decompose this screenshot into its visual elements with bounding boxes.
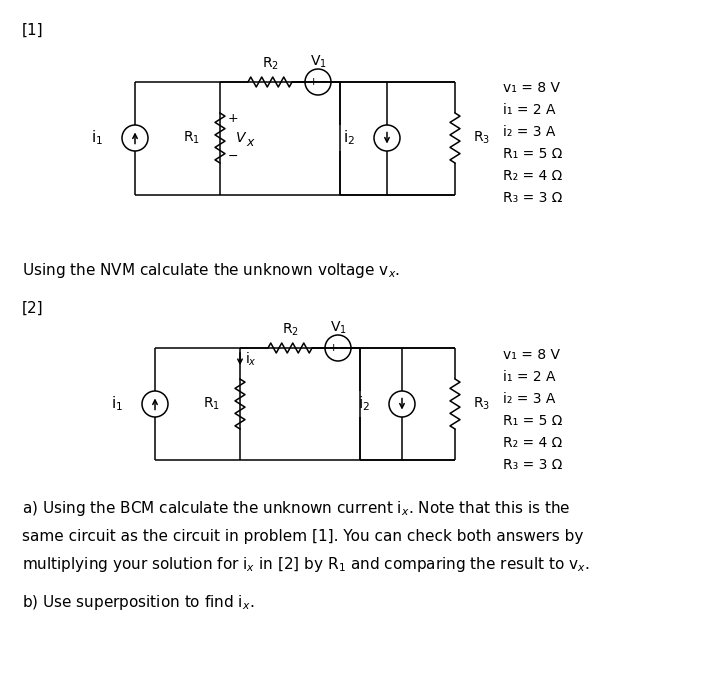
Text: i₂ = 3 A: i₂ = 3 A <box>503 392 555 406</box>
Text: −: − <box>319 77 329 87</box>
Text: i₂ = 3 A: i₂ = 3 A <box>503 125 555 139</box>
Text: R$_3$: R$_3$ <box>473 130 490 147</box>
Text: R$_1$: R$_1$ <box>184 130 201 147</box>
Text: same circuit as the circuit in problem [1]. You can check both answers by: same circuit as the circuit in problem [… <box>22 528 584 544</box>
Text: i$_x$: i$_x$ <box>245 350 257 367</box>
Text: i₁ = 2 A: i₁ = 2 A <box>503 370 555 384</box>
Text: +: + <box>228 111 239 125</box>
Text: Using the NVM calculate the unknown voltage v$_x$.: Using the NVM calculate the unknown volt… <box>22 261 400 279</box>
Text: R₃ = 3 Ω: R₃ = 3 Ω <box>503 458 562 472</box>
Text: i$_1$: i$_1$ <box>91 129 103 147</box>
Text: R₂ = 4 Ω: R₂ = 4 Ω <box>503 169 562 183</box>
Text: a) Using the BCM calculate the unknown current i$_x$. Note that this is the: a) Using the BCM calculate the unknown c… <box>22 499 571 517</box>
Text: R₁ = 5 Ω: R₁ = 5 Ω <box>503 414 562 428</box>
Text: R₃ = 3 Ω: R₃ = 3 Ω <box>503 191 562 205</box>
Text: R$_2$: R$_2$ <box>281 322 298 338</box>
Text: R$_3$: R$_3$ <box>473 396 490 412</box>
Text: b) Use superposition to find i$_x$.: b) Use superposition to find i$_x$. <box>22 594 255 612</box>
Text: [1]: [1] <box>22 23 44 38</box>
Text: +: + <box>328 343 337 353</box>
Text: i$_2$: i$_2$ <box>358 395 370 413</box>
Text: [2]: [2] <box>22 301 44 316</box>
Text: V$_1$: V$_1$ <box>330 320 347 336</box>
Text: R₁ = 5 Ω: R₁ = 5 Ω <box>503 147 562 161</box>
Text: R$_1$: R$_1$ <box>203 396 220 412</box>
Text: i$_1$: i$_1$ <box>111 395 123 413</box>
Text: x: x <box>246 136 253 149</box>
Text: −: − <box>340 343 349 353</box>
Text: V$_1$: V$_1$ <box>310 54 326 70</box>
Text: −: − <box>228 149 238 162</box>
Text: R$_2$: R$_2$ <box>262 56 279 72</box>
Text: R₂ = 4 Ω: R₂ = 4 Ω <box>503 436 562 450</box>
Text: v₁ = 8 V: v₁ = 8 V <box>503 81 560 95</box>
Text: multiplying your solution for i$_x$ in [2] by R$_1$ and comparing the result to : multiplying your solution for i$_x$ in [… <box>22 555 589 574</box>
Text: v₁ = 8 V: v₁ = 8 V <box>503 348 560 362</box>
Text: +: + <box>308 77 318 87</box>
Text: i₁ = 2 A: i₁ = 2 A <box>503 103 555 117</box>
Text: i$_2$: i$_2$ <box>343 129 355 147</box>
Text: V: V <box>236 131 245 145</box>
